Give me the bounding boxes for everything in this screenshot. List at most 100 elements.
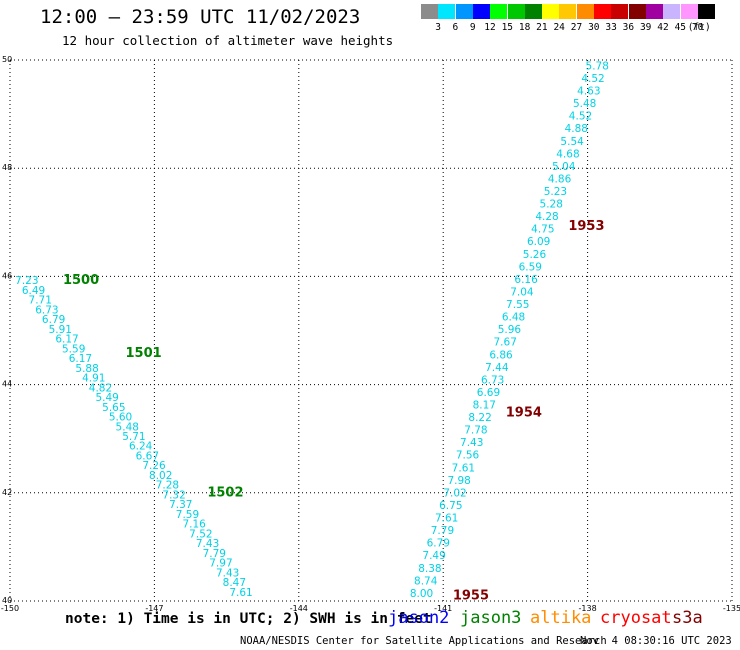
- legend-label: 21: [536, 22, 548, 33]
- wave-height-label: 7.28: [156, 480, 179, 492]
- legend-label: 15: [501, 22, 514, 33]
- wave-height-label: 7.52: [189, 528, 212, 540]
- time-label: 1953: [568, 219, 604, 234]
- wave-height-label: 7.71: [29, 295, 52, 307]
- wave-height-label: 4.82: [89, 382, 112, 394]
- wave-height-label: 5.48: [116, 421, 139, 433]
- wave-height-label: 6.17: [55, 334, 78, 346]
- y-tick-label: 46: [2, 271, 12, 280]
- wave-height-label: 6.73: [481, 374, 504, 386]
- wave-height-label: 7.26: [142, 460, 166, 472]
- wave-height-label: 4.28: [535, 211, 558, 223]
- wave-height-label: 8.22: [468, 412, 491, 424]
- wave-height-label: 4.75: [531, 224, 554, 236]
- legend-label: 33: [605, 22, 617, 33]
- satellite-altika: altika: [530, 608, 592, 628]
- wave-height-label: 7.32: [162, 489, 185, 501]
- wave-height-label: 8.17: [473, 400, 496, 412]
- wave-height-label: 5.60: [109, 412, 132, 424]
- satellite-s3a: s3a: [672, 608, 703, 628]
- wave-height-label: 7.04: [510, 286, 534, 298]
- satellite-cryosat: cryosat: [600, 608, 672, 628]
- wave-height-label: 7.43: [460, 437, 483, 449]
- wave-height-label: 5.78: [586, 60, 609, 72]
- legend-swatch: [438, 4, 456, 19]
- wave-height-label: 4.91: [82, 373, 105, 385]
- y-tick-label: 42: [2, 488, 12, 497]
- wave-height-label: 7.61: [229, 587, 252, 599]
- legend-swatch: [490, 4, 508, 19]
- legend-swatch: [524, 4, 542, 19]
- y-tick-label: 48: [2, 163, 12, 172]
- time-label: 1954: [506, 406, 542, 421]
- legend-swatch: [645, 4, 663, 19]
- legend-label: 12: [484, 22, 496, 33]
- legend-swatch: [663, 4, 681, 19]
- wave-height-label: 7.43: [196, 538, 219, 550]
- wave-height-label: 7.43: [216, 567, 239, 579]
- legend-swatch: [421, 4, 438, 19]
- wave-height-label: 5.91: [49, 324, 72, 336]
- legend-swatch: [507, 4, 525, 19]
- wave-height-label: 6.86: [489, 349, 513, 361]
- wave-height-label: 6.16: [514, 274, 538, 286]
- wave-height-label: 7.16: [182, 519, 206, 531]
- credit-line: NOAA/NESDIS Center for Satellite Applica…: [240, 635, 607, 647]
- wave-height-label: 6.24: [129, 441, 153, 453]
- legend-label: 27: [570, 22, 583, 33]
- x-tick-label: -138: [579, 604, 597, 613]
- wave-height-label: 7.49: [422, 550, 445, 562]
- x-tick-label: -141: [434, 604, 452, 613]
- legend-swatch: [628, 4, 646, 19]
- wave-height-label: 8.02: [149, 470, 172, 482]
- wave-height-label: 7.61: [452, 462, 475, 474]
- wave-height-label: 6.09: [527, 236, 550, 248]
- wave-height-label: 7.44: [485, 362, 509, 374]
- wave-height-label: 5.59: [62, 343, 85, 355]
- chart-subtitle: 12 hour collection of altimeter wave hei…: [62, 33, 394, 48]
- generated-timestamp: Nov 4 08:30:16 UTC 2023: [580, 635, 732, 647]
- wave-height-label: 5.28: [540, 199, 563, 211]
- wave-height-label: 7.23: [15, 275, 38, 287]
- wave-height-label: 4.52: [581, 73, 604, 85]
- wave-height-label: 8.74: [414, 575, 438, 587]
- legend-swatch: [472, 4, 490, 19]
- wave-height-label: 7.79: [203, 548, 226, 560]
- legend-swatch: [542, 4, 560, 19]
- legend-swatch: [697, 4, 715, 19]
- wave-height-label: 4.52: [569, 111, 592, 123]
- legend-label: 3: [435, 22, 441, 33]
- wave-height-label: 5.96: [498, 324, 522, 336]
- wave-height-label: 7.37: [169, 499, 192, 511]
- legend-swatch: [611, 4, 629, 19]
- wave-height-label: 7.56: [456, 450, 480, 462]
- wave-height-label: 6.48: [502, 312, 525, 324]
- wave-height-label: 7.02: [443, 487, 466, 499]
- time-label: 1501: [126, 346, 162, 361]
- y-tick-label: 40: [2, 596, 12, 605]
- wave-height-label: 7.97: [209, 558, 232, 570]
- wave-height-label: 7.98: [447, 475, 470, 487]
- legend-swatch: [594, 4, 611, 19]
- wave-height-label: 6.67: [136, 450, 159, 462]
- legend-label: 24: [553, 22, 565, 33]
- wave-height-label: 4.63: [577, 86, 600, 98]
- wave-height-label: 8.47: [223, 577, 246, 589]
- wave-height-label: 6.69: [477, 387, 500, 399]
- wave-height-label: 5.54: [560, 136, 584, 148]
- x-tick-label: -135: [723, 604, 740, 613]
- time-label: 1955: [453, 589, 489, 604]
- legend-swatch: [576, 4, 594, 19]
- legend-label: 9: [469, 22, 476, 33]
- wave-height-label: 5.23: [544, 186, 567, 198]
- wave-height-label: 7.55: [506, 299, 529, 311]
- x-tick-label: -147: [145, 604, 163, 613]
- wave-height-label: 8.00: [410, 588, 433, 600]
- wave-height-label: 5.65: [102, 402, 125, 414]
- wave-height-label: 4.86: [548, 173, 572, 185]
- wave-height-label: 6.59: [519, 261, 542, 273]
- legend-swatch: [455, 4, 473, 19]
- wave-height-label: 6.79: [42, 314, 65, 326]
- wave-height-label: 5.49: [95, 392, 118, 404]
